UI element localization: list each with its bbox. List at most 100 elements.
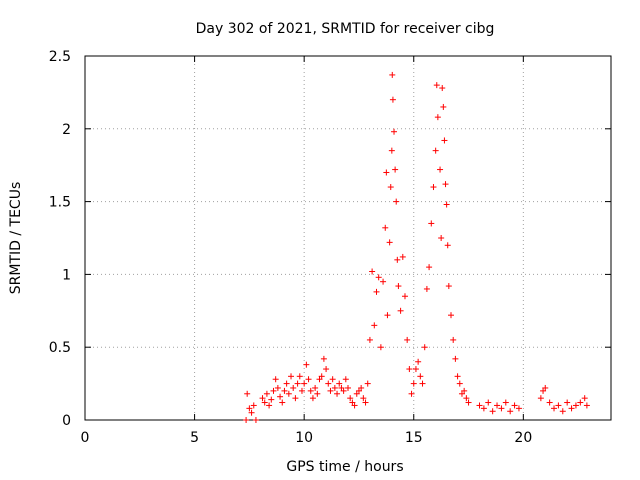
- data-point: [314, 390, 321, 397]
- data-point: [383, 169, 390, 176]
- y-tick-label: 2.5: [49, 49, 71, 65]
- data-point: [417, 373, 424, 380]
- data-point: [397, 307, 404, 314]
- data-point: [345, 384, 351, 391]
- data-point: [559, 408, 566, 415]
- data-point: [389, 96, 396, 103]
- data-point: [476, 402, 483, 409]
- data-point: [340, 387, 347, 394]
- data-point: [450, 336, 457, 343]
- data-point: [312, 384, 319, 391]
- data-point: [307, 387, 314, 394]
- data-point: [243, 417, 250, 423]
- data-points: [243, 71, 590, 423]
- data-point: [443, 201, 450, 208]
- data-point: [485, 399, 492, 406]
- data-point: [285, 390, 292, 397]
- data-point: [279, 399, 286, 406]
- data-point: [272, 376, 279, 383]
- data-point: [511, 402, 518, 409]
- y-tick-label: 0: [62, 413, 71, 429]
- data-point: [362, 399, 369, 406]
- data-point: [303, 361, 310, 368]
- data-point: [391, 128, 398, 135]
- data-point: [351, 402, 358, 409]
- data-point: [399, 253, 406, 260]
- data-point: [430, 184, 437, 191]
- data-point: [438, 235, 445, 241]
- data-point: [360, 395, 367, 402]
- data-point: [415, 358, 422, 365]
- data-point: [439, 85, 446, 92]
- data-point: [281, 387, 288, 394]
- data-point: [387, 184, 394, 191]
- x-tick-label: 5: [190, 430, 199, 446]
- chart-title: Day 302 of 2021, SRMTID for receiver cib…: [196, 21, 495, 37]
- x-axis-label: GPS time / hours: [286, 459, 403, 475]
- data-point: [452, 355, 459, 362]
- y-tick-label: 1: [62, 267, 71, 283]
- data-point: [268, 396, 275, 403]
- data-point: [270, 387, 277, 394]
- data-point: [377, 344, 384, 351]
- x-tick-label: 0: [81, 430, 90, 446]
- data-point: [395, 283, 402, 290]
- data-point: [290, 384, 297, 391]
- data-point: [320, 355, 327, 362]
- data-point: [394, 256, 401, 263]
- data-point: [318, 373, 325, 380]
- y-axis: 0 0.5 1 1.5 2 2.5: [49, 49, 611, 429]
- data-point: [568, 405, 575, 412]
- data-point: [331, 384, 338, 391]
- data-point: [408, 390, 415, 397]
- data-point: [266, 402, 273, 409]
- data-point: [386, 239, 393, 246]
- data-point: [421, 344, 428, 351]
- data-point: [246, 405, 253, 412]
- data-point: [537, 395, 544, 402]
- data-point: [432, 147, 439, 154]
- data-point: [283, 380, 290, 387]
- data-point: [323, 366, 330, 373]
- data-point: [259, 395, 266, 402]
- data-point: [448, 312, 455, 319]
- data-point: [288, 373, 295, 380]
- x-tick-label: 20: [514, 430, 532, 446]
- data-point: [572, 402, 579, 409]
- x-tick-label: 15: [405, 430, 423, 446]
- data-point: [442, 181, 449, 188]
- data-point: [465, 399, 472, 406]
- data-point: [263, 390, 270, 397]
- data-point: [369, 268, 376, 275]
- data-point: [393, 198, 400, 205]
- data-point: [336, 380, 343, 387]
- data-point: [502, 399, 509, 406]
- data-point: [250, 402, 257, 409]
- data-point: [507, 408, 514, 415]
- data-point: [334, 390, 341, 397]
- data-point: [371, 322, 378, 329]
- data-point: [498, 405, 505, 412]
- data-point: [412, 366, 419, 373]
- data-point: [433, 82, 440, 89]
- data-point: [583, 402, 590, 409]
- data-point: [423, 285, 430, 292]
- data-point: [294, 380, 301, 387]
- data-point: [401, 293, 408, 300]
- data-point: [375, 274, 382, 281]
- data-point: [454, 373, 461, 380]
- data-point: [301, 380, 308, 387]
- data-point: [437, 166, 444, 173]
- data-point: [546, 399, 553, 406]
- data-point: [542, 384, 549, 391]
- data-point: [555, 402, 562, 409]
- data-point: [515, 405, 522, 412]
- y-axis-label: SRMTID / TECUs: [8, 182, 24, 295]
- data-point: [325, 380, 332, 387]
- data-point: [244, 390, 251, 397]
- data-point: [358, 384, 365, 391]
- data-point: [463, 395, 470, 402]
- y-tick-label: 0.5: [49, 340, 71, 356]
- data-point: [388, 147, 395, 154]
